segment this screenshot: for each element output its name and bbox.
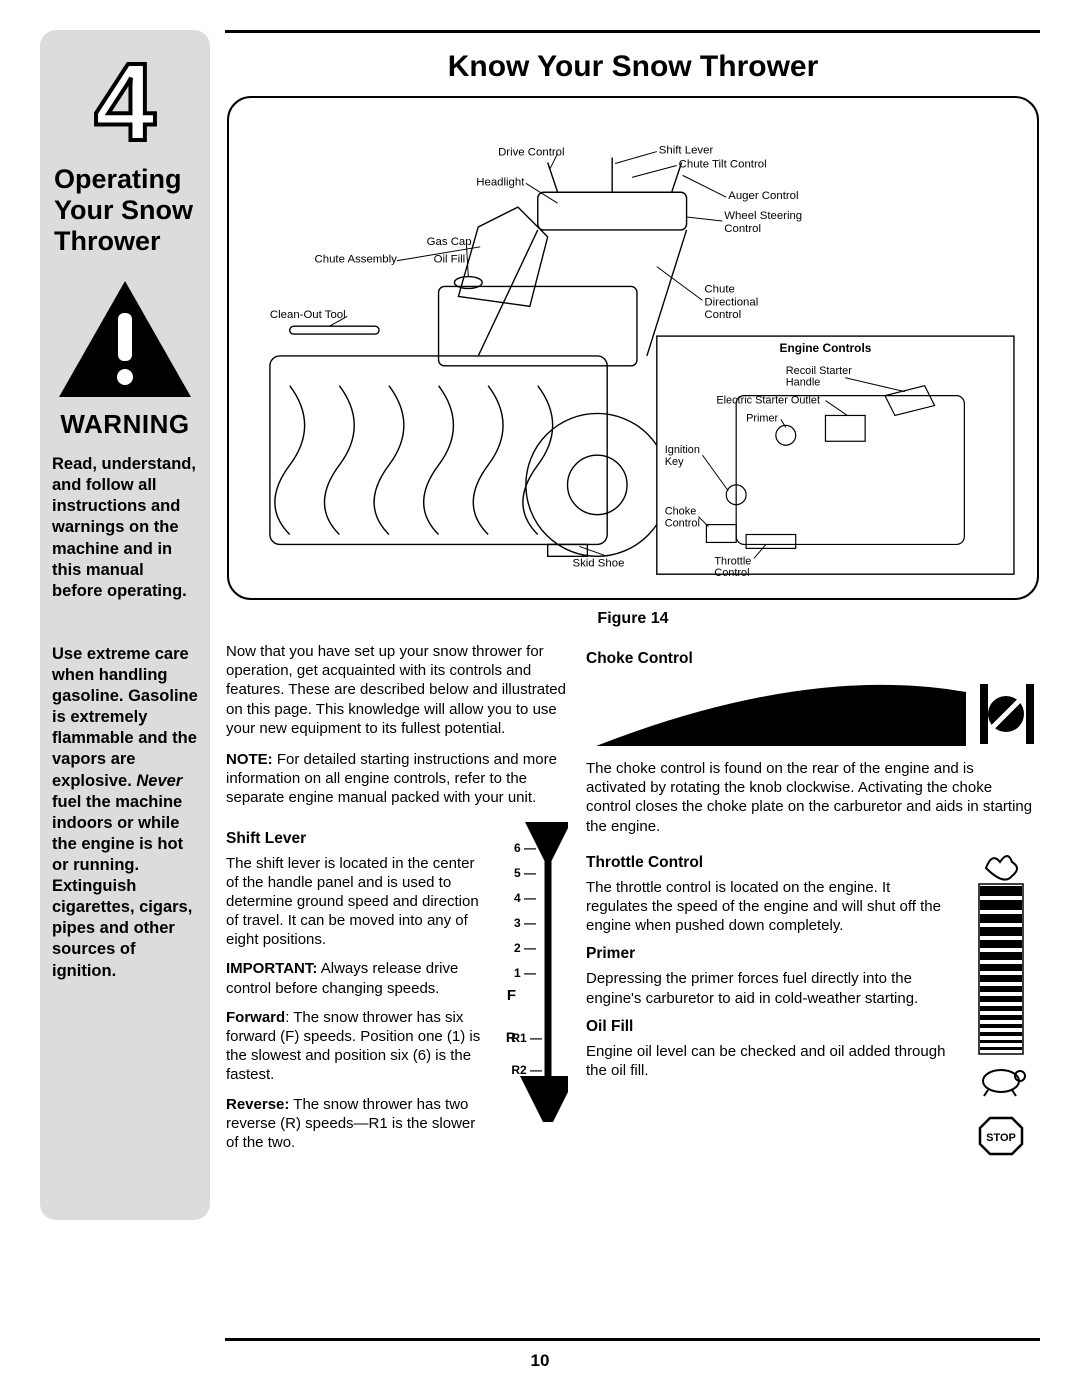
throttle-text: The throttle control is located on the e… bbox=[586, 878, 956, 936]
svg-text:1 —: 1 — bbox=[514, 966, 536, 980]
shift-forward: Forward: The snow thrower has six forwar… bbox=[226, 1008, 486, 1085]
svg-text:Control: Control bbox=[714, 567, 749, 579]
left-column: Now that you have set up your snow throw… bbox=[226, 642, 568, 1162]
choke-text: The choke control is found on the rear o… bbox=[586, 759, 1036, 836]
diagram-svg: Engine Controls Recoil StarterHandle Ele… bbox=[229, 98, 1037, 598]
svg-text:2 —: 2 — bbox=[514, 941, 536, 955]
lbl-oil-fill: Oil Fill bbox=[434, 254, 466, 266]
svg-text:Choke: Choke bbox=[665, 506, 697, 518]
lbl-clean-out-tool: Clean-Out Tool bbox=[270, 309, 346, 321]
throttle-scale-icon: STOP bbox=[966, 846, 1036, 1161]
svg-text:Control: Control bbox=[724, 223, 761, 235]
figure-caption: Figure 14 bbox=[226, 610, 1040, 628]
lbl-headlight: Headlight bbox=[476, 176, 525, 188]
svg-text:Ignition: Ignition bbox=[665, 444, 700, 456]
note-text: For detailed starting instructions and m… bbox=[226, 751, 557, 806]
svg-text:Electric Starter Outlet: Electric Starter Outlet bbox=[716, 395, 820, 407]
lbl-gas-cap: Gas Cap bbox=[427, 236, 472, 248]
primer-head: Primer bbox=[586, 945, 956, 963]
svg-text:Handle: Handle bbox=[786, 377, 821, 389]
chapter-number: 4 bbox=[52, 48, 198, 158]
right-column: Choke Control The choke control is found… bbox=[586, 642, 1036, 1162]
primer-text: Depressing the primer forces fuel direct… bbox=[586, 969, 956, 1007]
svg-text:3 —: 3 — bbox=[514, 916, 536, 930]
svg-text:Primer: Primer bbox=[746, 412, 778, 424]
sidebar-title: Operating Your Snow Thrower bbox=[52, 164, 198, 271]
oilfill-text: Engine oil level can be checked and oil … bbox=[586, 1042, 956, 1080]
lbl-drive-control: Drive Control bbox=[498, 147, 564, 159]
lbl-shift-lever: Shift Lever bbox=[659, 145, 714, 157]
lbl-skid-shoe: Skid Shoe bbox=[572, 557, 624, 569]
warning-sidebar: 4 Operating Your Snow Thrower WARNING Re… bbox=[40, 30, 210, 1220]
lbl-chute-tilt: Chute Tilt Control bbox=[679, 158, 767, 170]
svg-text:4 —: 4 — bbox=[514, 891, 536, 905]
svg-text:5 —: 5 — bbox=[514, 866, 536, 880]
warning-never: Never bbox=[136, 772, 182, 790]
oilfill-head: Oil Fill bbox=[586, 1018, 956, 1036]
throttle-head: Throttle Control bbox=[586, 854, 956, 872]
warning-text-a: Use extreme care when handling gasoline.… bbox=[52, 645, 198, 790]
shift-lever-head: Shift Lever bbox=[226, 830, 486, 848]
main-content: Know Your Snow Thrower bbox=[226, 50, 1040, 1162]
warning-paragraph-1: Read, understand, and follow all instruc… bbox=[52, 454, 198, 602]
page-title: Know Your Snow Thrower bbox=[226, 50, 1040, 84]
warning-triangle-icon bbox=[55, 277, 195, 401]
intro-paragraph: Now that you have set up your snow throw… bbox=[226, 642, 568, 738]
lbl-auger-control: Auger Control bbox=[728, 190, 798, 202]
engine-controls-title: Engine Controls bbox=[780, 341, 872, 355]
svg-text:Directional: Directional bbox=[704, 296, 758, 308]
shift-lever-p1: The shift lever is located in the center… bbox=[226, 854, 486, 950]
lbl-chute-assembly: Chute Assembly bbox=[315, 254, 398, 266]
warning-paragraph-2: Use extreme care when handling gasoline.… bbox=[52, 644, 198, 982]
stop-label: STOP bbox=[986, 1132, 1016, 1144]
svg-text:Key: Key bbox=[665, 456, 684, 468]
lbl-wheel-steering: Wheel Steering bbox=[724, 210, 802, 222]
shift-reverse: Reverse: The snow thrower has two revers… bbox=[226, 1095, 486, 1153]
shift-important: IMPORTANT: Always release drive control … bbox=[226, 959, 486, 997]
svg-text:Throttle: Throttle bbox=[714, 555, 751, 567]
svg-text:R1 —: R1 — bbox=[511, 1031, 542, 1045]
svg-text:Recoil Starter: Recoil Starter bbox=[786, 365, 852, 377]
warning-text-b: fuel the machine indoors or while the en… bbox=[52, 793, 192, 980]
warning-heading: WARNING bbox=[52, 409, 198, 440]
choke-icon bbox=[586, 674, 1036, 754]
lbl-chute-directional: Chute bbox=[704, 283, 734, 295]
shift-lever-diagram: 6 — 5 — 4 — 3 — 2 — 1 — F R R1 — R2 — bbox=[498, 822, 568, 1163]
note-paragraph: NOTE: For detailed starting instructions… bbox=[226, 750, 568, 808]
page-number: 10 bbox=[0, 1351, 1080, 1371]
svg-text:6 —: 6 — bbox=[514, 841, 536, 855]
svg-text:F: F bbox=[507, 987, 516, 1004]
svg-text:Control: Control bbox=[704, 309, 741, 321]
svg-text:Control: Control bbox=[665, 518, 700, 530]
choke-head: Choke Control bbox=[586, 650, 1036, 668]
snow-thrower-diagram: Engine Controls Recoil StarterHandle Ele… bbox=[227, 96, 1039, 600]
note-bold: NOTE: bbox=[226, 751, 273, 768]
svg-text:R2 —: R2 — bbox=[511, 1063, 542, 1077]
